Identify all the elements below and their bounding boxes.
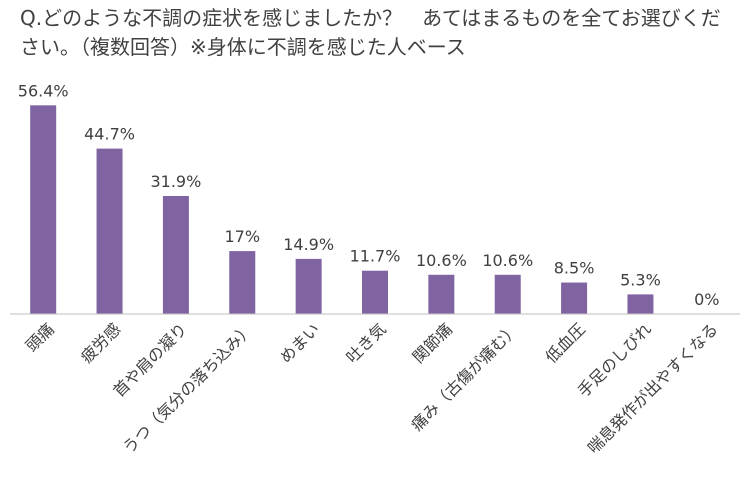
data-label-7: 10.6%	[416, 251, 467, 270]
data-label-3: 31.9%	[150, 172, 201, 191]
data-label-8: 10.6%	[482, 251, 533, 270]
bar-10	[627, 294, 654, 314]
bar-4	[229, 251, 256, 314]
data-label-5: 14.9%	[283, 235, 334, 254]
data-label-2: 44.7%	[84, 125, 135, 144]
data-label-4: 17%	[224, 227, 260, 246]
category-label-9: 低血圧	[542, 319, 589, 366]
category-label-1: 頭痛	[22, 319, 58, 355]
data-label-1: 56.4%	[18, 81, 69, 100]
data-label-9: 8.5%	[554, 259, 595, 278]
category-label-2: 疲労感	[77, 319, 124, 366]
chart-title: Q.どのような不調の症状を感じましたか？ あてはまるものを全てお選びください。（…	[20, 6, 721, 59]
bar-6	[362, 270, 388, 314]
data-label-10: 5.3%	[620, 270, 661, 289]
bar-2	[96, 148, 123, 314]
bar-3	[162, 195, 189, 314]
bar-1	[30, 105, 57, 314]
category-label-11: 喘息発作が出やすくなる	[584, 319, 722, 457]
bar-7	[428, 274, 455, 314]
category-label-6: 吐き気	[342, 319, 389, 366]
category-label-5: めまい	[276, 319, 323, 366]
data-labels-group: 56.4% 44.7% 31.9% 17% 14.9% 11.7% 10.6% 10.6% 8.…	[18, 81, 720, 309]
category-label-4: うつ（気分の落ち込み）	[119, 319, 257, 457]
bar-9	[561, 282, 588, 314]
bar-5	[295, 258, 322, 314]
category-label-7: 関節痛	[409, 319, 456, 366]
data-label-6: 11.7%	[350, 247, 401, 266]
data-label-11: 0%	[694, 290, 719, 309]
bar-8	[494, 274, 521, 314]
bars-group	[30, 105, 654, 314]
